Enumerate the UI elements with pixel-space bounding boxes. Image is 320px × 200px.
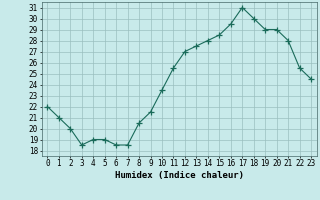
X-axis label: Humidex (Indice chaleur): Humidex (Indice chaleur) xyxy=(115,171,244,180)
